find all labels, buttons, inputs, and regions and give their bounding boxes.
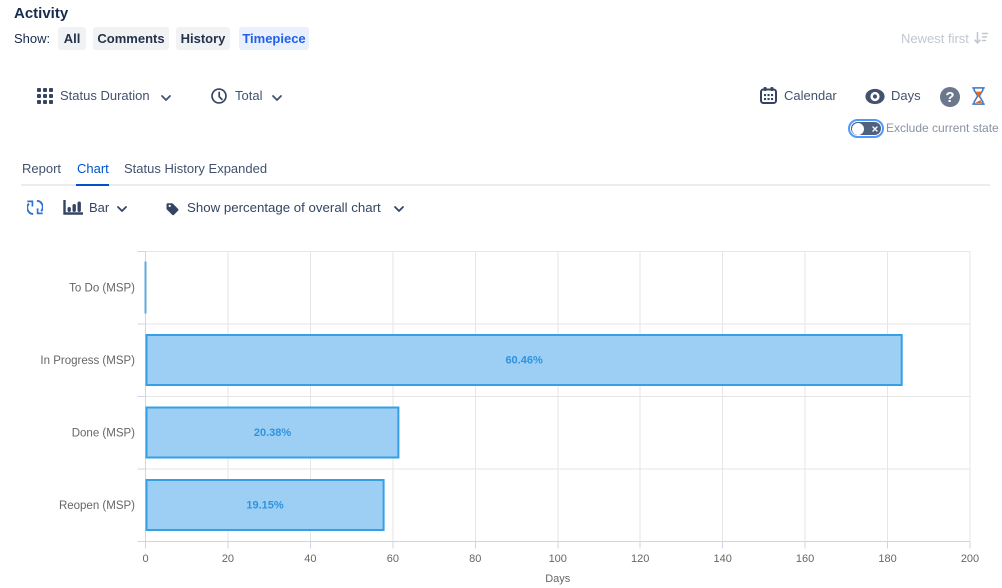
- svg-text:80: 80: [469, 553, 481, 565]
- svg-text:60.46%: 60.46%: [505, 355, 543, 367]
- svg-text:20.38%: 20.38%: [254, 427, 292, 439]
- svg-text:Reopen (MSP): Reopen (MSP): [59, 500, 135, 512]
- svg-text:100: 100: [549, 553, 567, 565]
- svg-text:60: 60: [387, 553, 399, 565]
- svg-text:19.15%: 19.15%: [246, 500, 284, 512]
- svg-text:140: 140: [713, 553, 731, 565]
- svg-text:Done (MSP): Done (MSP): [72, 428, 135, 440]
- svg-text:120: 120: [631, 553, 649, 565]
- svg-text:180: 180: [878, 553, 896, 565]
- svg-text:Days: Days: [545, 573, 571, 585]
- svg-text:40: 40: [304, 553, 316, 565]
- svg-text:200: 200: [961, 553, 979, 565]
- svg-text:160: 160: [796, 553, 814, 565]
- svg-text:0: 0: [142, 553, 148, 565]
- svg-text:In Progress (MSP): In Progress (MSP): [40, 355, 135, 367]
- svg-text:To Do (MSP): To Do (MSP): [69, 283, 135, 295]
- svg-text:?: ?: [945, 89, 954, 106]
- svg-text:20: 20: [222, 553, 234, 565]
